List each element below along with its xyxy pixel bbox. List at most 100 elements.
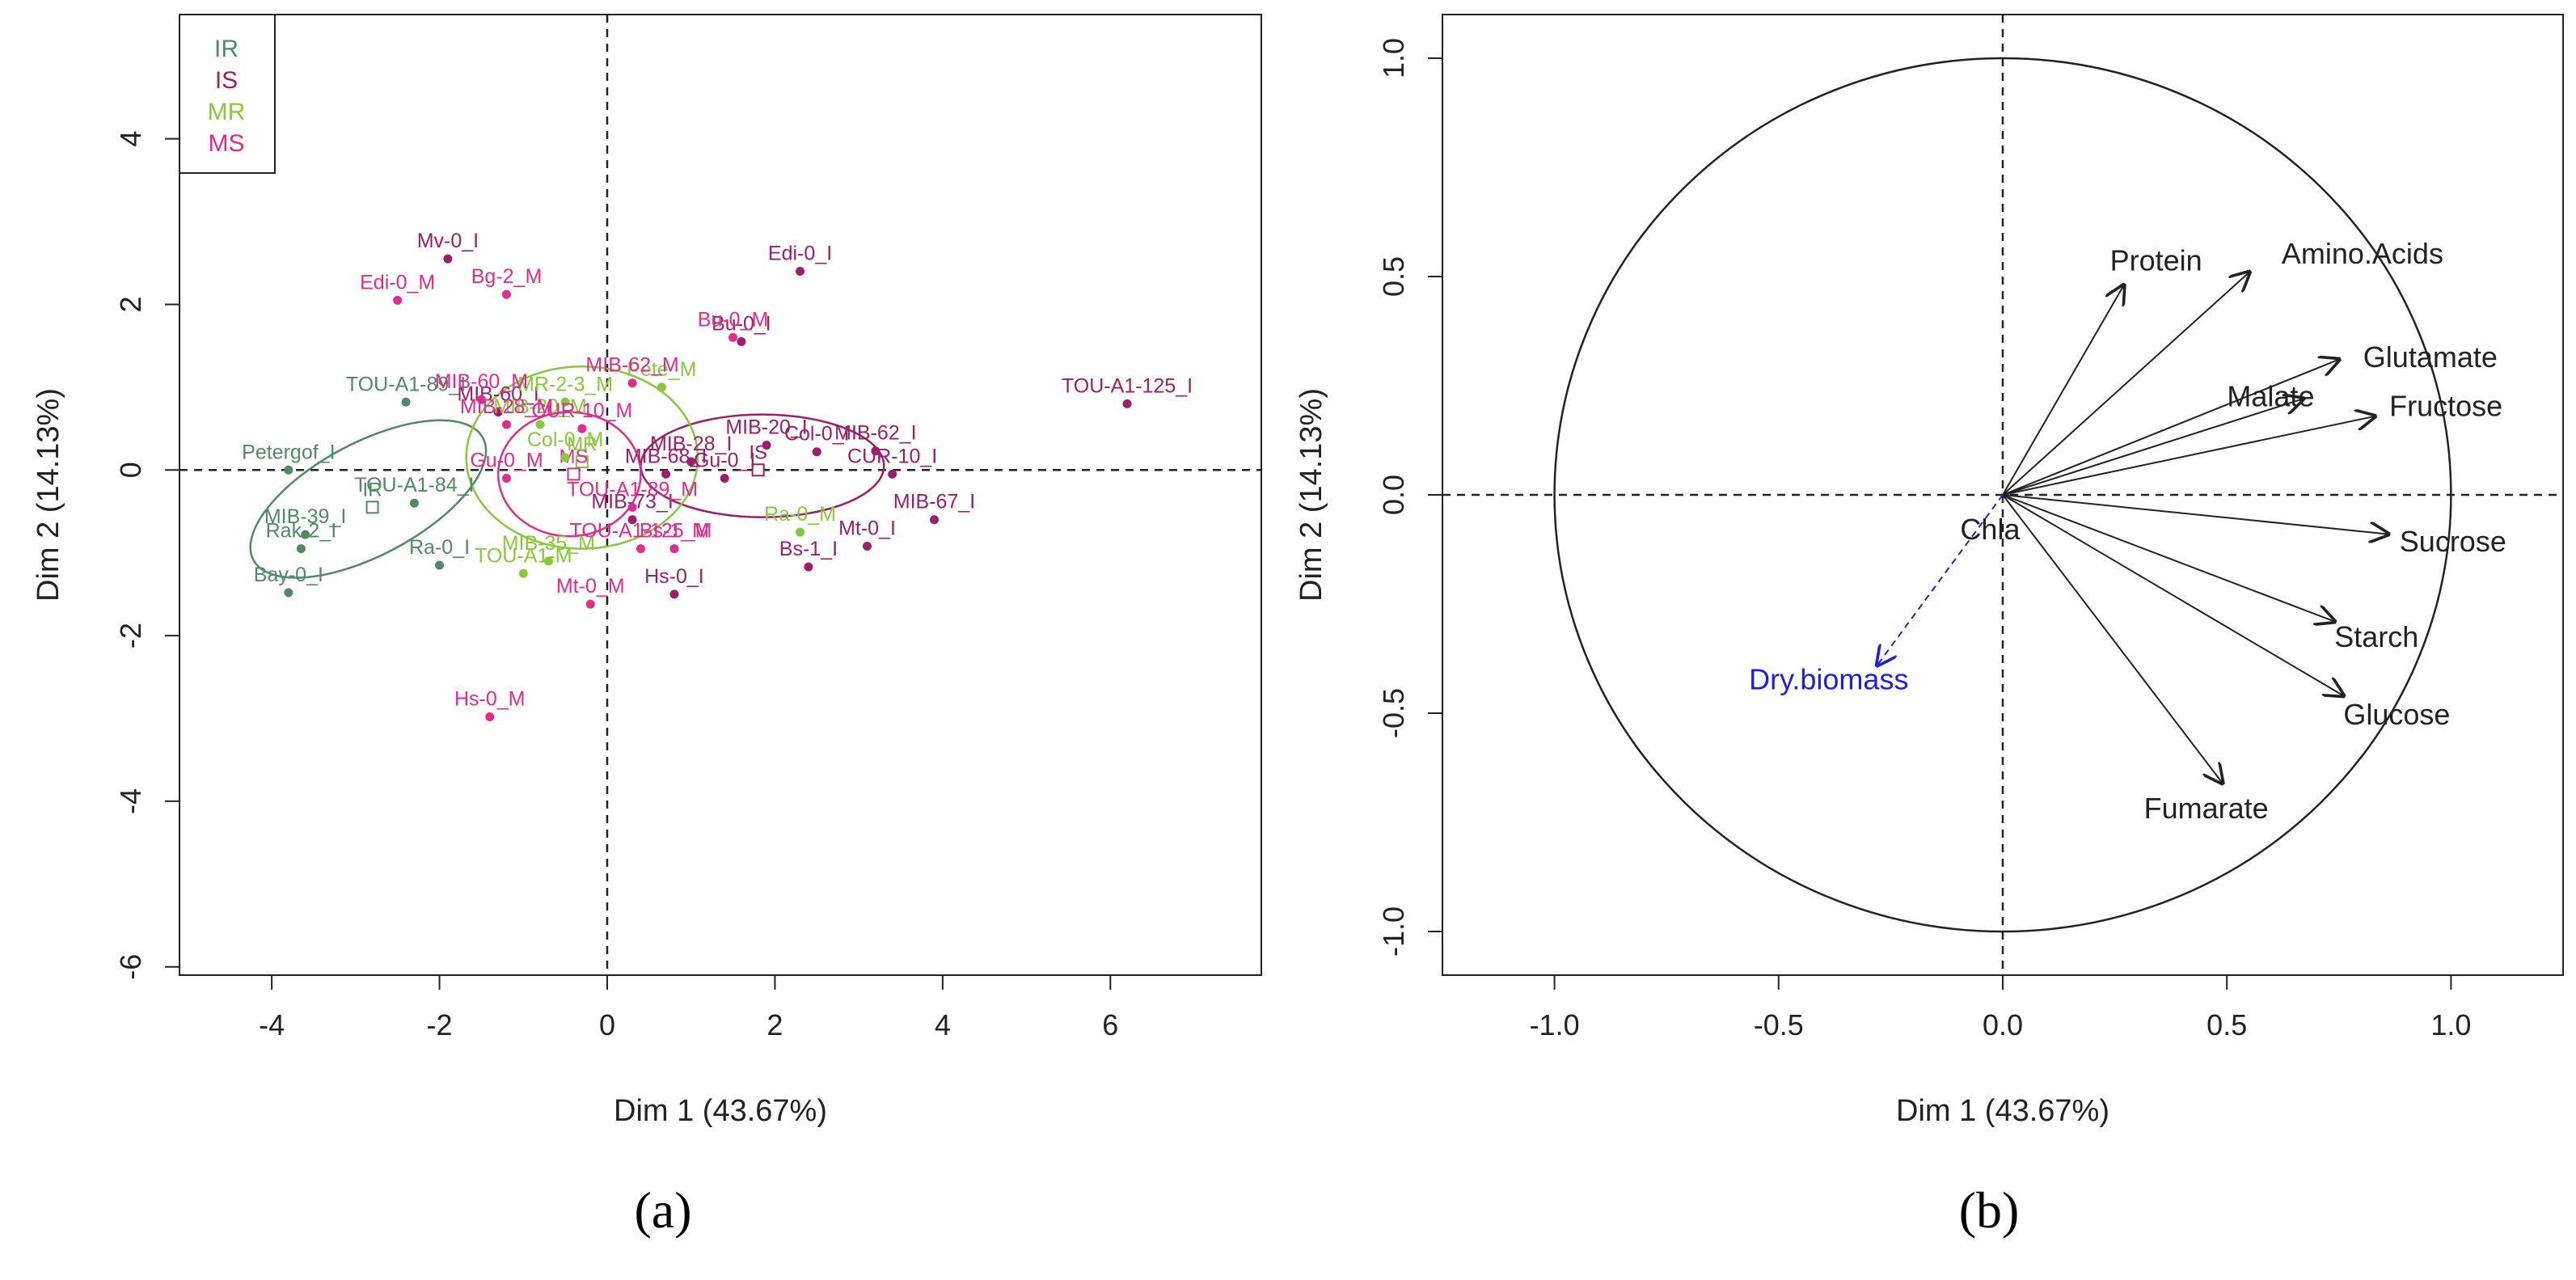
data-point-label: TOU-A1-125_M [569,520,712,543]
panel-b-y-tick-label: -0.5 [1377,688,1410,738]
data-point-label: Ra-0_M [764,503,836,526]
data-point [812,447,821,457]
confidence-ellipse-IR [249,419,488,579]
data-point [409,498,419,508]
panel-a-x-tick-label: 0 [599,1008,615,1041]
data-point [737,337,746,347]
vector-arrow [2002,494,2388,534]
data-point [518,568,528,578]
data-point-label: Gu-0_M [470,450,543,472]
legend-entry-IS: IS [215,67,238,94]
centroid-label-MR: MR [567,433,597,455]
panel-b-y-tick-label: 1.0 [1377,38,1410,78]
panel-a-x-tick-label: 6 [1102,1008,1118,1041]
panel-b-caption: (b) [1958,1181,2020,1239]
legend-entry-MS: MS [209,130,245,157]
data-point-label: Edi-0_M [360,271,435,294]
data-point [804,562,813,572]
vector-arrow [2002,494,2223,783]
vector-arrow [2002,285,2124,496]
panel-b-x-tick-label: 1.0 [2430,1008,2471,1041]
panel-b-x-tick-label: 0.0 [1983,1008,2023,1041]
data-point [560,453,570,463]
data-point-label: Petergof_I [242,441,335,463]
data-point [796,527,805,537]
data-point-label: MIB-68_I [625,445,707,467]
vector-arrow [2002,272,2249,496]
supplementary-vector-arrow [1877,494,2004,665]
panel-b-y-tick-label: 0.5 [1377,256,1410,297]
panel-a-x-tick-label: 2 [766,1008,783,1041]
confidence-ellipse-MS [496,411,642,538]
panel-a-y-tick-label: 2 [114,296,147,312]
data-point [669,589,679,599]
data-point-label: MIB-28_I [650,433,732,455]
data-point [929,515,939,525]
data-point [762,441,771,450]
data-point-label: Col-0_I [784,423,850,446]
data-point-label: CUR-10_M [531,399,632,422]
vector-label: Protein [2110,243,2202,277]
data-point [284,588,293,598]
data-point-label: MIB-62_I [834,422,916,445]
centroid-MS [567,467,581,481]
data-point-label: Bay-0_I [254,564,323,586]
vector-arrow [2002,494,2334,622]
data-point [686,457,696,467]
data-point-label: MR-2-3_M [517,373,613,395]
panel-a-y-tick-label: -4 [114,788,147,814]
data-point [888,469,897,479]
data-point-label: Bu-0_I [712,313,771,336]
data-point-label: MIB-20_I [725,416,807,439]
data-point [871,446,880,456]
data-point [393,295,403,305]
data-point [577,424,587,433]
panel-a-x-axis-title: Dim 1 (43.67%) [614,1094,827,1128]
data-point-label: Mv-0_I [417,230,479,252]
data-point-label: Rak-2_I [266,520,337,543]
data-point [657,382,666,392]
data-point [543,556,553,566]
correlation-circle [1553,57,2452,933]
data-point-label: TOU-A1-M [475,544,572,567]
panel-b-variables-plot: -1.0 -0.5 0.0 0.5 1.0 -1.0 -0.5 0.0 0.5 1.0 Dim 1 … [1294,14,2564,1128]
vector-label: Chla [1960,513,2021,546]
data-point-label: MIB-39_I [264,505,346,528]
data-point [796,266,805,276]
data-point [627,378,637,388]
panel-a-y-tick-label: -6 [114,954,147,980]
centroid-IS [751,463,765,477]
data-point-label: Mt-0_M [556,575,625,598]
data-point [728,332,738,342]
legend-entry-IR: IR [214,36,239,62]
data-point-label: Pete_M [627,358,696,381]
data-point-label: Edi-0_I [768,242,832,264]
centroid-IR [365,501,379,514]
data-point [401,397,411,407]
panel-b-y-tick-label: 0.0 [1377,475,1410,515]
vector-label: Fumarate [2144,792,2269,825]
data-point-label: CUR-10_I [847,445,937,467]
panel-a-caption: (a) [634,1181,692,1239]
data-point [535,420,545,429]
data-point [636,544,645,554]
vector-label: Starch [2334,620,2418,653]
panel-b-y-axis-title: Dim 2 (14.13%) [1294,388,1328,602]
data-point [585,599,595,609]
data-point [627,515,637,525]
panel-a-y-tick-label: -2 [114,623,147,648]
panel-a-y-tick-label: 0 [114,462,147,478]
data-point-label: MIB-60_M [435,370,528,393]
data-point-label: TOU-A1-84_I [354,474,474,496]
centroid-label-IR: IR [363,479,382,501]
panel-b-x-tick-label: -0.5 [1754,1008,1804,1041]
vector-label: Glucose [2343,698,2450,731]
panel-a-x-tick-label: -2 [427,1008,453,1041]
data-point-label: Bg-2_M [471,265,543,288]
data-point [284,465,293,475]
data-point [661,469,671,479]
vector-arrow [2002,494,2343,695]
vector-label: Fructose [2389,389,2502,422]
centroid-MR [575,455,589,469]
legend-entry-MR: MR [208,99,246,125]
